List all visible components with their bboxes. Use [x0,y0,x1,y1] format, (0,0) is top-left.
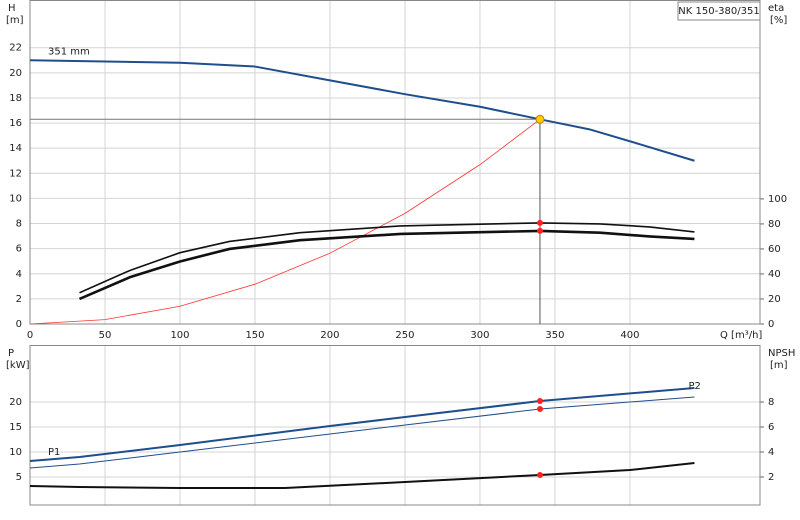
plot-frame [29,0,761,325]
y-axis-unit: [m] [6,15,24,26]
operating-point [536,227,543,234]
y-tick-label: 2 [16,294,22,305]
y2-tick-label: 0 [768,319,774,330]
operating-point [536,398,543,404]
curve [78,229,695,301]
curve [79,222,695,294]
curve [29,387,695,462]
y-tick-label: 16 [9,118,22,129]
y-axis-label: P [8,348,14,359]
y2-tick-label: 60 [768,244,781,255]
operating-point [535,114,545,124]
curve [29,59,695,162]
y-tick-label: 10 [9,447,22,458]
x-tick-label: 200 [320,330,339,341]
y-tick-label: 14 [9,143,22,154]
x-tick-label: 0 [27,330,33,341]
y-tick-label: 12 [9,168,22,179]
y2-axis-unit: [m] [770,360,788,371]
title-box [677,1,761,21]
x-tick-label: 400 [620,330,639,341]
y2-tick-label: 20 [768,294,781,305]
x-tick-label: 250 [395,330,414,341]
y2-tick-label: 6 [768,422,774,433]
y2-tick-label: 100 [768,194,787,205]
curve [29,462,695,489]
y-tick-label: 22 [9,43,22,54]
y-tick-label: 20 [9,68,22,79]
y2-tick-label: 2 [768,472,774,483]
y-tick-label: 5 [16,472,22,483]
y2-tick-label: 8 [768,397,774,408]
curve [29,396,695,469]
curve-label: 351 mm [48,46,90,57]
y-tick-label: 0 [16,319,22,330]
y-tick-label: 8 [16,219,22,230]
y-tick-label: 20 [9,397,22,408]
y2-axis-unit: [%] [770,15,787,26]
y-tick-label: 15 [9,422,22,433]
y-tick-label: 6 [16,244,22,255]
chart-title: NK 150-380/351 [678,6,759,17]
x-tick-label: 350 [545,330,564,341]
x-tick-label: 100 [170,330,189,341]
y2-axis-label: NPSH [768,348,795,359]
x-tick-label: 50 [99,330,112,341]
curve-label: P2 [688,381,700,392]
y-axis-unit: [kW] [6,360,30,371]
y2-tick-label: 80 [768,219,781,230]
y2-tick-label: 4 [768,447,774,458]
operating-point [536,472,543,478]
operating-point [536,219,543,226]
y-tick-label: 10 [9,193,22,204]
y-tick-label: 4 [16,269,22,280]
curve-label: P1 [48,447,60,458]
x-tick-label: 150 [245,330,264,341]
y-axis-label: H [8,3,16,14]
y2-axis-label: eta [768,3,784,14]
x-axis-label: Q [m³/h] [720,330,762,341]
plot-frame [29,345,761,506]
curve [29,118,541,325]
x-tick-label: 300 [470,330,489,341]
y-tick-label: 18 [9,93,22,104]
operating-point [536,406,543,412]
y2-tick-label: 40 [768,269,781,280]
